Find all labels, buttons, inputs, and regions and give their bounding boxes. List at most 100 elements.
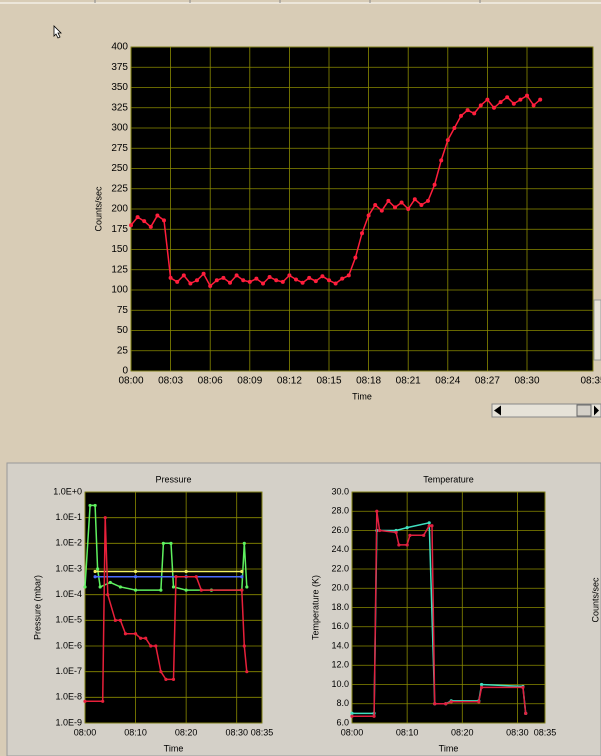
y-tick-label: 1.0E-4 [55, 589, 82, 599]
data-point [199, 588, 203, 592]
x-tick-label: 08:27 [475, 376, 500, 387]
y-tick-label: 1.0E-1 [55, 512, 82, 522]
data-point [221, 275, 226, 280]
y-tick-label: 22.0 [331, 563, 349, 573]
data-point [123, 632, 128, 636]
data-point [439, 158, 444, 163]
data-point [164, 677, 168, 681]
x-tick-label: 08:15 [316, 376, 341, 387]
x-tick-label: 08:35 [534, 727, 557, 737]
y-tick-label: 125 [111, 264, 128, 275]
y-tick-label: 375 [111, 62, 128, 73]
data-point [452, 126, 457, 130]
clipped-axis-label: Counts/sec [590, 577, 600, 623]
data-point [135, 215, 140, 220]
data-point [118, 585, 122, 589]
x-tick-label: 08:12 [277, 376, 302, 387]
x-axis-label: Time [164, 743, 184, 753]
data-point [240, 569, 244, 574]
series-line [352, 511, 527, 718]
data-point [386, 198, 391, 203]
y-tick-label: 325 [111, 102, 128, 113]
data-point [465, 108, 470, 113]
data-point [287, 273, 292, 278]
data-point [139, 636, 143, 640]
data-point [430, 524, 434, 528]
x-tick-label: 08:06 [198, 376, 223, 387]
y-tick-label: 16.0 [331, 621, 349, 631]
data-point [498, 100, 503, 105]
y-tick-label: 1.0E-9 [55, 717, 82, 727]
y-tick-label: 18.0 [331, 602, 349, 612]
scroll-right[interactable] [594, 405, 599, 416]
scroll-thumb[interactable] [576, 404, 592, 417]
data-point [505, 95, 510, 100]
x-tick-label: 08:03 [158, 376, 183, 387]
y-tick-label: 26.0 [331, 525, 349, 535]
data-point [175, 279, 180, 284]
data-point [399, 200, 404, 205]
y-tick-label: 30.0 [331, 486, 349, 496]
data-point [426, 198, 430, 203]
side-scrollbar[interactable] [593, 299, 601, 361]
data-point [531, 103, 536, 108]
y-tick-label: 275 [111, 143, 128, 154]
data-point [106, 593, 110, 597]
data-point [419, 202, 424, 207]
data-point [188, 281, 193, 286]
data-point [432, 182, 437, 187]
data-point [240, 575, 244, 579]
data-point [88, 503, 92, 508]
y-tick-label: 300 [111, 123, 128, 134]
data-point [242, 541, 246, 545]
data-point [171, 585, 176, 589]
data-point [169, 541, 173, 545]
x-tick-label: 08:00 [341, 727, 364, 737]
data-point [184, 569, 188, 574]
data-point [93, 569, 97, 574]
data-point [300, 280, 305, 285]
data-point [422, 533, 426, 537]
y-tick-label: 200 [111, 204, 128, 215]
data-point [159, 588, 163, 592]
data-point [478, 103, 483, 108]
y-tick-label: 1.0E-7 [55, 666, 82, 676]
y-tick-label: 1.0E-6 [55, 640, 82, 650]
data-point [445, 138, 450, 143]
data-point [379, 208, 384, 213]
data-point [96, 567, 100, 571]
y-tick-label: 150 [111, 244, 128, 255]
scroll-left[interactable] [494, 405, 501, 416]
data-point [148, 224, 153, 229]
x-tick-label: 08:35 [251, 727, 274, 737]
y-tick-label: 0 [122, 366, 128, 377]
y-tick-label: 24.0 [331, 544, 349, 554]
data-point [294, 277, 298, 282]
y-tick-label: 100 [111, 285, 128, 296]
x-tick-label: 08:00 [74, 727, 97, 737]
data-point [98, 585, 102, 589]
x-tick-label: 08:30 [506, 727, 529, 737]
y-tick-label: 8.0 [336, 698, 349, 708]
y-tick-label: 1.0E-2 [55, 538, 82, 548]
data-point [93, 503, 97, 508]
data-point [521, 685, 525, 689]
data-point [320, 274, 325, 279]
data-point [313, 279, 318, 284]
y-tick-label: 1.0E+0 [53, 486, 82, 496]
y-tick-label: 14.0 [331, 640, 349, 650]
data-point [405, 543, 409, 547]
data-point [144, 636, 148, 640]
data-point [472, 111, 477, 116]
data-point [118, 618, 122, 622]
x-tick-label: 08:20 [175, 727, 198, 737]
scrollbar[interactable] [491, 403, 601, 418]
data-point [168, 275, 173, 280]
y-tick-label: 28.0 [331, 506, 349, 516]
y-tick-label: 75 [117, 305, 129, 316]
y-tick-label: 250 [111, 163, 128, 174]
data-point [524, 711, 528, 715]
data-point [346, 273, 351, 278]
data-point [366, 213, 371, 218]
